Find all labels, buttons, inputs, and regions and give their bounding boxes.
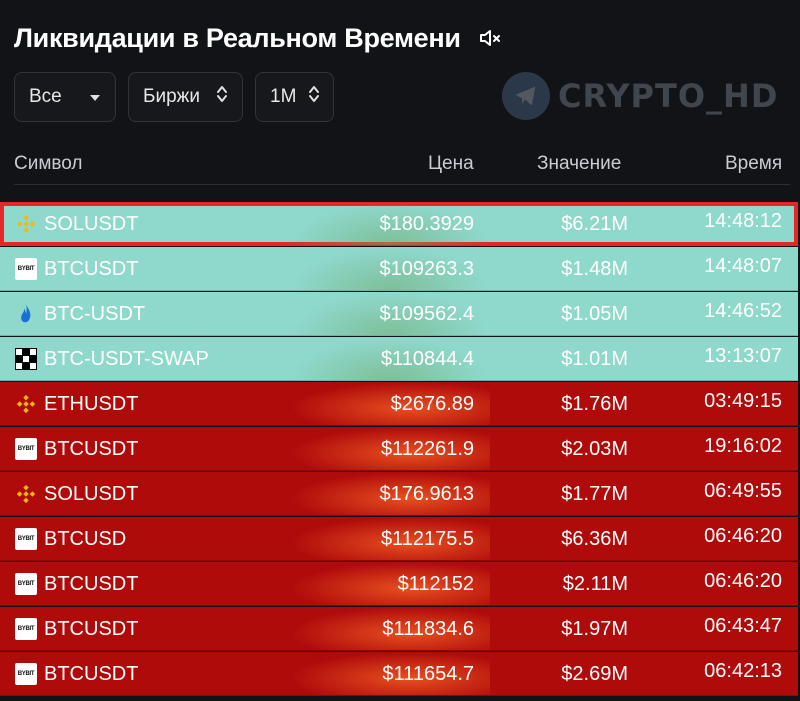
htx-icon <box>15 303 37 325</box>
okx-icon <box>15 348 37 370</box>
row-glow <box>290 472 490 515</box>
bybit-icon: BYBIT <box>15 573 37 595</box>
telegram-icon <box>502 72 550 120</box>
row-glow <box>290 427 490 470</box>
title-row: Ликвидации в Реальном Времени <box>14 18 505 58</box>
bybit-icon: BYBIT <box>15 438 37 460</box>
row-glow <box>290 562 490 605</box>
row-time: 13:13:07 <box>704 345 782 367</box>
table-row[interactable]: ETHUSDT $2676.89 $1.76M 03:49:15 <box>0 382 798 426</box>
row-glow <box>290 292 490 335</box>
row-symbol: BTCUSDT <box>44 618 139 640</box>
bybit-icon: BYBIT <box>15 618 37 640</box>
row-time: 14:46:52 <box>704 300 782 322</box>
page-title: Ликвидации в Реальном Времени <box>14 22 461 53</box>
timeframe-filter-dropdown[interactable]: 1M <box>255 72 334 122</box>
row-value: $1.76M <box>561 393 628 415</box>
row-glow <box>290 202 490 245</box>
row-value: $1.05M <box>561 303 628 325</box>
col-price: Цена <box>428 153 474 174</box>
binance-icon <box>15 483 37 505</box>
bybit-icon: BYBIT <box>15 528 37 550</box>
col-time: Время <box>725 153 783 174</box>
row-value: $6.21M <box>561 213 628 235</box>
row-symbol: BTCUSDT <box>44 438 139 460</box>
row-glow <box>290 607 490 650</box>
row-glow <box>290 382 490 425</box>
row-time: 06:46:20 <box>704 570 782 592</box>
row-time: 06:46:20 <box>704 525 782 547</box>
table-row[interactable]: BTC-USDT $109562.4 $1.05M 14:46:52 <box>0 292 798 336</box>
row-price: $111834.6 <box>382 618 474 640</box>
row-value: $2.11M <box>562 573 628 595</box>
row-time: 14:48:12 <box>704 210 782 232</box>
side-filter-dropdown[interactable]: Все <box>14 72 116 122</box>
row-time: 06:49:55 <box>704 480 782 502</box>
row-price: $112175.5 <box>380 528 474 550</box>
sort-updown-icon <box>308 84 320 110</box>
row-price: $110844.4 <box>380 348 474 370</box>
row-glow <box>290 337 490 380</box>
row-price: $109263.3 <box>379 258 474 280</box>
table-row[interactable]: BYBIT BTCUSDT $111834.6 $1.97M 06:43:47 <box>0 607 798 651</box>
row-price: $111654.7 <box>382 663 474 685</box>
row-symbol: SOLUSDT <box>44 213 139 235</box>
row-symbol: BTCUSDT <box>44 258 139 280</box>
row-price: $2676.89 <box>390 393 474 415</box>
table-row[interactable]: BYBIT BTCUSDT $109263.3 $1.48M 14:48:07 <box>0 247 798 291</box>
row-price: $112152 <box>397 573 474 595</box>
table-row[interactable]: BYBIT BTCUSD $112175.5 $6.36M 06:46:20 <box>0 517 798 561</box>
row-time: 03:49:15 <box>704 390 782 412</box>
exchange-filter-dropdown[interactable]: Биржи <box>128 72 243 122</box>
bybit-icon: BYBIT <box>15 258 37 280</box>
row-value: $1.97M <box>561 618 628 640</box>
table-row[interactable]: BTC-USDT-SWAP $110844.4 $1.01M 13:13:07 <box>0 337 798 381</box>
row-value: $1.01M <box>561 348 628 370</box>
row-glow <box>290 652 490 695</box>
row-price: $109562.4 <box>379 303 474 325</box>
row-symbol: BTCUSDT <box>44 663 139 685</box>
row-price: $112261.9 <box>380 438 474 460</box>
watermark: CRYPTO_HD <box>502 72 778 120</box>
header-divider <box>14 184 790 185</box>
row-value: $6.36M <box>561 528 628 550</box>
row-value: $2.03M <box>561 438 628 460</box>
speaker-muted-icon[interactable] <box>475 23 505 53</box>
row-symbol: ETHUSDT <box>44 393 139 415</box>
table-row[interactable]: BYBIT BTCUSDT $112152 $2.11M 06:46:20 <box>0 562 798 606</box>
sort-updown-icon <box>216 84 228 110</box>
row-glow <box>290 517 490 560</box>
binance-icon <box>15 393 37 415</box>
row-value: $1.48M <box>561 258 628 280</box>
row-time: 06:43:47 <box>704 615 782 637</box>
caret-down-icon <box>89 86 101 108</box>
col-value: Значение <box>537 153 622 174</box>
side-filter-label: Все <box>29 86 62 107</box>
table-header: Символ Цена Значение Время <box>0 145 800 185</box>
row-symbol: BTCUSD <box>44 528 127 550</box>
binance-icon <box>15 213 37 235</box>
row-price: $176.9613 <box>379 483 474 505</box>
exchange-filter-label: Биржи <box>143 86 200 107</box>
row-time: 06:42:13 <box>704 660 782 682</box>
table-row[interactable]: BYBIT BTCUSDT $112261.9 $2.03M 19:16:02 <box>0 427 798 471</box>
row-time: 19:16:02 <box>704 435 782 457</box>
row-value: $1.77M <box>561 483 628 505</box>
table-row[interactable]: BYBIT BTCUSDT $111654.7 $2.69M 06:42:13 <box>0 652 798 696</box>
bybit-icon: BYBIT <box>15 663 37 685</box>
table-row[interactable]: SOLUSDT $180.3929 $6.21M 14:48:12 <box>0 202 798 246</box>
row-time: 14:48:07 <box>704 255 782 277</box>
row-symbol: BTC-USDT-SWAP <box>44 348 209 370</box>
row-symbol: SOLUSDT <box>44 483 139 505</box>
row-value: $2.69M <box>561 663 628 685</box>
filter-bar: Все Биржи 1M <box>14 72 334 122</box>
row-symbol: BTCUSDT <box>44 573 139 595</box>
table-row[interactable]: SOLUSDT $176.9613 $1.77M 06:49:55 <box>0 472 798 516</box>
row-symbol: BTC-USDT <box>44 303 146 325</box>
row-glow <box>290 247 490 290</box>
row-price: $180.3929 <box>379 213 474 235</box>
col-symbol: Символ <box>14 153 83 174</box>
watermark-text: CRYPTO_HD <box>558 77 779 115</box>
timeframe-filter-label: 1M <box>270 86 297 107</box>
